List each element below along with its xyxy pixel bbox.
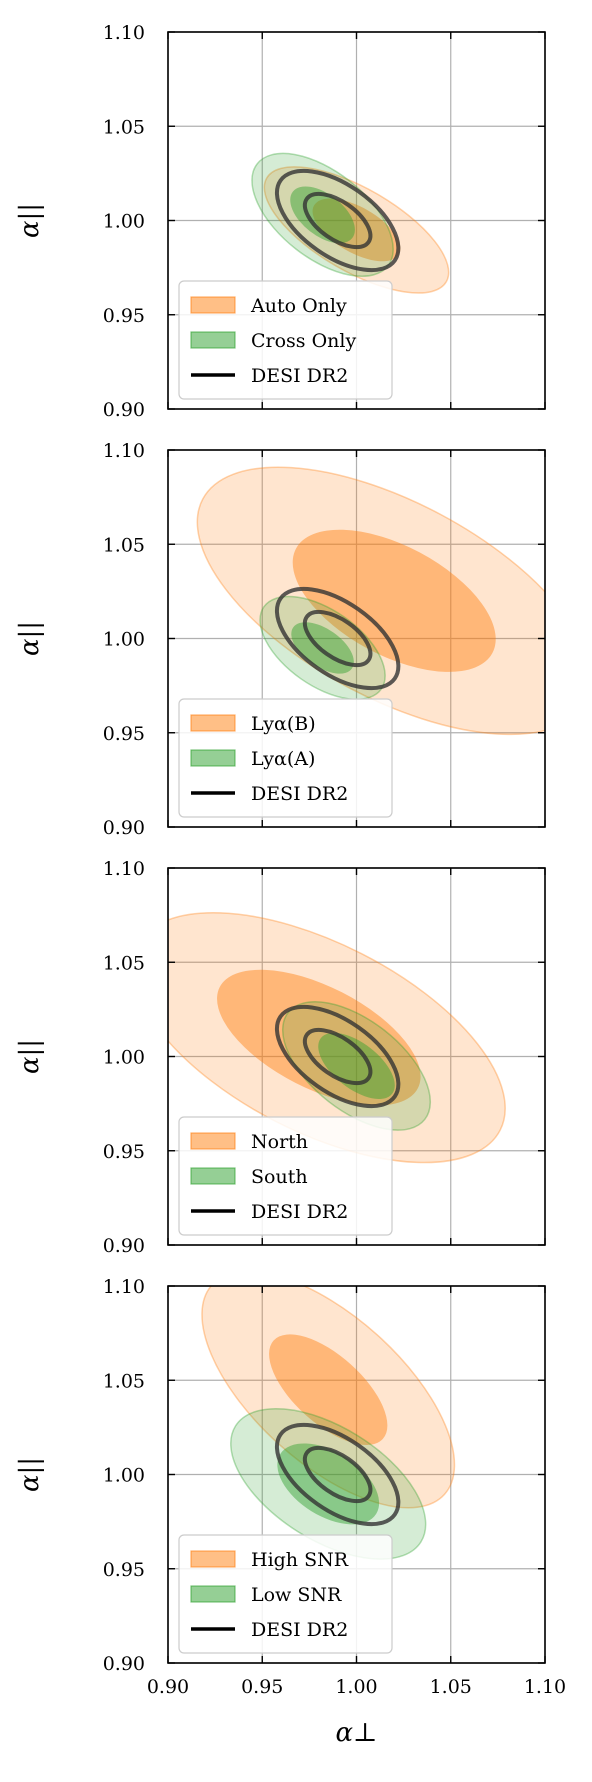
y-tick-label: 1.05 [103, 952, 145, 974]
legend-label: Lyα(A) [251, 748, 315, 770]
legend-handle [190, 331, 236, 349]
contour-inner-south [318, 1032, 395, 1099]
y-tick-label: 1.10 [103, 1276, 145, 1298]
contour-outer-desi-dr2 [274, 586, 401, 691]
y-tick-label: 0.95 [103, 723, 145, 745]
contour-inner-auto-only [312, 198, 401, 262]
legend-handle [190, 749, 236, 767]
y-tick-label: 1.05 [103, 116, 145, 138]
legend-label: Auto Only [250, 295, 347, 317]
y-axis-label: α|| [15, 1039, 45, 1074]
y-tick-label: 0.95 [103, 305, 145, 327]
y-axis-label: α|| [15, 1457, 45, 1492]
legend-handle [190, 1132, 236, 1150]
y-tick-label: 0.90 [103, 817, 145, 839]
x-tick-label: 0.90 [147, 1676, 189, 1698]
contour-outer-auto-only [263, 166, 450, 294]
y-tick-label: 1.00 [103, 211, 145, 233]
contour-outer-desi-dr2 [274, 1004, 401, 1109]
contours [251, 152, 450, 294]
y-tick-label: 1.10 [103, 22, 145, 44]
legend-handle [190, 714, 236, 732]
y-axis-label: α|| [15, 621, 45, 656]
legend-label: High SNR [251, 1549, 349, 1571]
y-tick-label: 1.00 [103, 629, 145, 651]
legend-label: DESI DR2 [251, 1201, 348, 1223]
contour-inner-desi-dr2 [302, 1445, 373, 1504]
y-tick-label: 0.90 [103, 399, 145, 421]
contour-outer-desi-dr2 [274, 1422, 401, 1527]
y-tick-label: 1.00 [103, 1047, 145, 1069]
panel-3: 0.90 0.95 1.00 1.05 1.10 α|| North South DESI DR… [15, 858, 546, 1257]
contour-inner-desi-dr2 [302, 609, 373, 668]
y-tick-label: 0.90 [103, 1235, 145, 1257]
y-tick-label: 1.05 [103, 1370, 145, 1392]
x-tick-label: 1.05 [430, 1676, 472, 1698]
legend-handle [190, 296, 236, 314]
contour-outer-desi-dr2 [274, 168, 401, 273]
y-tick-label: 0.95 [103, 1141, 145, 1163]
legend-label: North [251, 1131, 308, 1153]
panel-4: 0.90 0.95 1.00 1.05 1.10 α|| High SNR Low SNR DE… [15, 1276, 546, 1675]
legend-label: South [251, 1166, 308, 1188]
contour-inner-desi-dr2 [302, 1027, 373, 1086]
legend: Auto Only Cross Only DESI DR2 [178, 280, 393, 400]
contour-outer-high-snr [201, 1286, 456, 1509]
y-tick-label: 0.95 [103, 1559, 145, 1581]
x-tick-label: 1.00 [335, 1676, 377, 1698]
legend-label: Cross Only [251, 330, 356, 352]
contour-inner-desi-dr2 [302, 191, 373, 250]
contours [196, 466, 545, 736]
legend-handle [190, 1550, 236, 1568]
panel-2: 0.90 0.95 1.00 1.05 1.10 α|| Lyα(B) Lyα(A) DESI … [15, 440, 546, 839]
legend: Lyα(B) Lyα(A) DESI DR2 [178, 698, 393, 818]
y-tick-label: 1.10 [103, 440, 145, 462]
legend-label: DESI DR2 [251, 365, 348, 387]
legend: High SNR Low SNR DESI DR2 [178, 1534, 393, 1654]
contour-inner-ly-b- [292, 529, 496, 672]
y-axis-label: α|| [15, 203, 45, 238]
y-tick-label: 1.10 [103, 858, 145, 880]
contours [168, 912, 506, 1164]
x-tick-label: 1.10 [524, 1676, 566, 1698]
contour-outer-low-snr [230, 1407, 427, 1560]
y-tick-label: 0.90 [103, 1653, 145, 1675]
legend-label: Lyα(B) [251, 713, 316, 735]
y-tick-label: 1.00 [103, 1465, 145, 1487]
x-tick-label: 0.95 [241, 1676, 283, 1698]
x-axis-label: α⊥ [335, 1718, 377, 1748]
y-tick-label: 1.05 [103, 534, 145, 556]
legend: North South DESI DR2 [178, 1116, 393, 1236]
legend-label: DESI DR2 [251, 783, 348, 805]
contour-outer-ly-b- [196, 466, 545, 736]
contour-inner-high-snr [269, 1334, 388, 1445]
legend-handle [190, 1167, 236, 1185]
contours [201, 1286, 456, 1560]
legend-label: DESI DR2 [251, 1619, 348, 1641]
legend-handle [190, 1585, 236, 1603]
panel-1: 0.90 0.95 1.00 1.05 1.10 α|| Auto Only Cross On… [15, 22, 546, 421]
legend-label: Low SNR [251, 1584, 342, 1606]
